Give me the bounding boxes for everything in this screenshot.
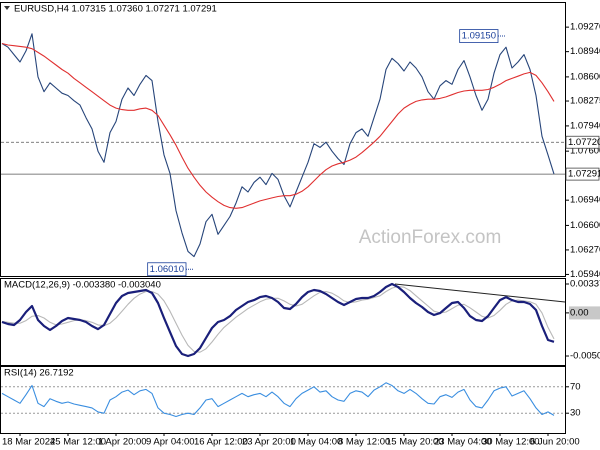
y-tick-label: 1.08275 xyxy=(570,96,600,107)
x-tick-label: 16 Apr 12:00 xyxy=(194,437,248,448)
annotation-box xyxy=(147,262,187,277)
y-tick-label: 1.07940 xyxy=(570,120,600,131)
x-tick-label: 9 Apr 04:00 xyxy=(146,437,195,448)
y-tick-label: 1.05940 xyxy=(570,269,600,280)
price-level-label: 1.07291 xyxy=(568,169,600,180)
rsi-panel-frame xyxy=(0,366,566,434)
y-tick-label: 1.07600 xyxy=(570,146,600,157)
y-tick-label-box xyxy=(569,306,600,320)
panel-title: EURUSD,H4 1.07315 1.07360 1.07271 1.0729… xyxy=(14,4,217,15)
y-tick-label: 1.08600 xyxy=(570,71,600,82)
macd-panel-frame xyxy=(0,278,566,366)
x-tick-label: 1 May 04:00 xyxy=(290,437,342,448)
y-tick-label: 1.08940 xyxy=(570,46,600,57)
x-tick-label: 15 May 20:00 xyxy=(386,437,444,448)
series-line xyxy=(1,33,555,258)
price-level-box xyxy=(565,135,600,149)
x-tick-label: 30 May 12:00 xyxy=(482,437,540,448)
annotation-box xyxy=(459,29,499,43)
price-panel-frame xyxy=(0,2,566,277)
y-tick-label: 1.06940 xyxy=(570,195,600,206)
series-line xyxy=(1,382,555,418)
watermark: ActionForex.com xyxy=(359,227,502,248)
y-tick-label: 1.06600 xyxy=(570,220,600,231)
series-line xyxy=(1,42,555,209)
annotation-label: 1.06010 xyxy=(150,264,184,275)
y-tick-label: 70 xyxy=(570,381,581,392)
y-tick-label: 1.09270 xyxy=(570,22,600,33)
x-tick-label: 8 May 12:00 xyxy=(338,437,390,448)
x-tick-label: 25 Mar 12:00 xyxy=(50,437,106,448)
y-tick-label: 30 xyxy=(570,408,581,419)
symbol-icon xyxy=(4,6,10,10)
x-tick-label: 1 Apr 20:00 xyxy=(98,437,147,448)
y-tick-label: 0.003375 xyxy=(570,279,600,290)
panel-title: RSI(14) 26.7192 xyxy=(4,368,74,379)
x-tick-label: 18 Mar 2024 xyxy=(2,437,55,448)
x-tick-label: 23 May 04:00 xyxy=(434,437,492,448)
y-tick-label: -0.00504 xyxy=(570,351,600,362)
annotation-label: 1.09150 xyxy=(462,31,496,42)
panel-title: MACD(12,26,9) -0.003380 -0.003040 xyxy=(4,280,161,291)
x-tick-label: 23 Apr 20:00 xyxy=(242,437,296,448)
trend-line xyxy=(394,283,566,303)
y-tick-label: 0.00 xyxy=(570,307,589,318)
x-tick-label: 6 Jun 20:00 xyxy=(530,437,580,448)
y-tick-label: 1.06270 xyxy=(570,244,600,255)
price-level-label: 1.07720 xyxy=(568,137,600,148)
price-level-box xyxy=(565,167,600,181)
series-line xyxy=(1,282,555,358)
